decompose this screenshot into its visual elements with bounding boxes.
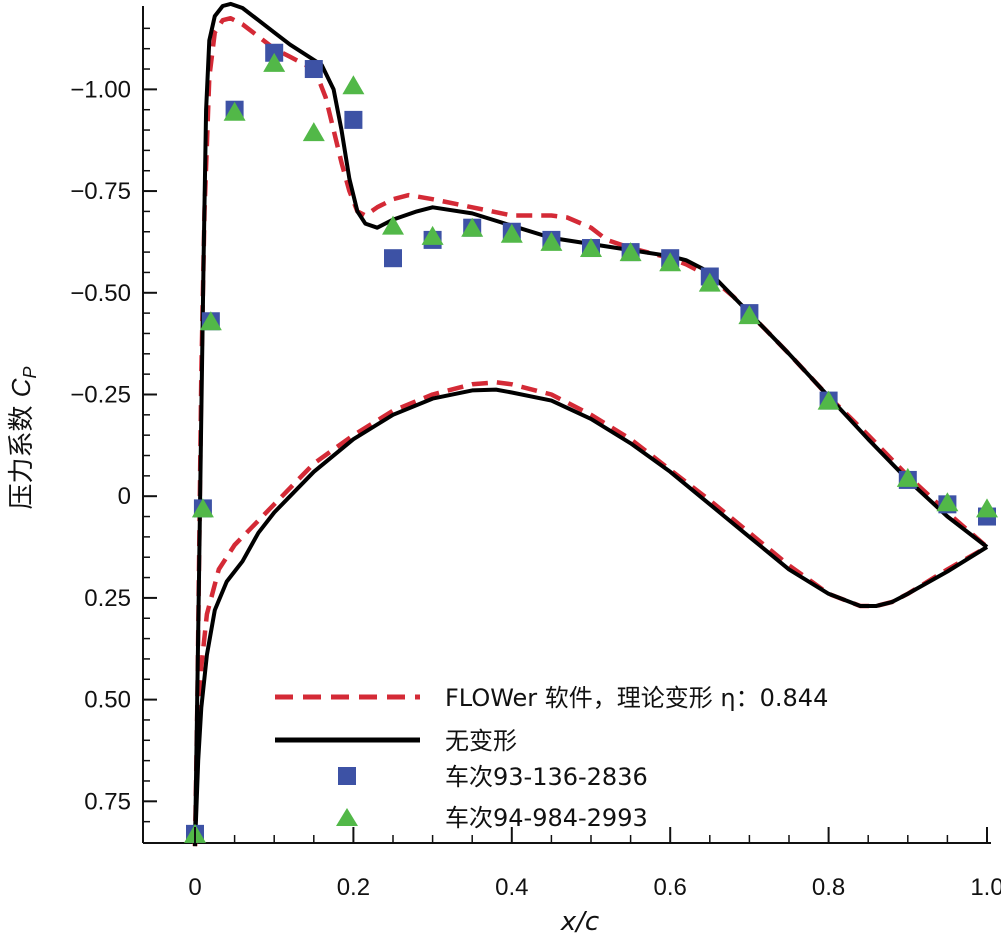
point-run-94: [500, 223, 523, 243]
legend-swatch-run-94: [336, 808, 358, 826]
point-run-94: [817, 390, 840, 410]
point-run-94: [382, 215, 404, 235]
series-flower-upper-line: [192, 15, 989, 847]
point-run-94: [619, 242, 642, 262]
legend-swatch-run-93: [338, 767, 356, 785]
plot-markers: [184, 43, 998, 843]
point-run-94: [976, 498, 998, 518]
point-run-94: [659, 252, 682, 272]
point-run-94: [896, 467, 919, 487]
point-run-94: [199, 311, 222, 331]
point-run-93: [265, 43, 284, 62]
point-run-94: [223, 101, 246, 121]
legend-label-no-deformation: 无变形: [445, 727, 517, 755]
point-run-94: [461, 217, 484, 237]
y-tick-label: 0: [118, 483, 131, 510]
x-tick-label: 0.6: [654, 874, 687, 901]
x-axis-title: x/c: [560, 907, 599, 936]
point-run-93: [384, 249, 402, 268]
ticks: −1.00 −0.75 −0.50 −0.25 0 0.25 0.50 0.75 0 0.2 0.4…: [70, 27, 1001, 901]
point-run-94: [698, 272, 721, 292]
x-tick-label: 0.2: [337, 874, 370, 901]
point-run-94: [580, 238, 602, 258]
series-no-deformation-lower-line: [193, 387, 989, 847]
plot-lines: [192, 1, 989, 847]
point-run-94: [540, 231, 563, 251]
y-axis-title-main: 压力系数: [7, 397, 37, 509]
y-axis-title-symbol: C: [6, 378, 36, 397]
point-run-94: [342, 75, 365, 95]
point-run-93: [304, 60, 323, 79]
x-tick-label: 1.0: [970, 874, 1001, 901]
legend-label-run-94: 车次94-984-2993: [445, 804, 648, 832]
point-run-94: [302, 122, 325, 142]
y-tick-label: −0.50: [70, 280, 131, 307]
y-tick-label: −1.00: [70, 76, 131, 103]
point-run-94: [191, 498, 214, 518]
y-axis-title-subscript: P: [20, 366, 40, 378]
legend: FLOWer 软件，理论变形 η：0.844 无变形 车次93-136-2836…: [275, 684, 828, 832]
point-run-94: [421, 225, 444, 245]
y-tick-label: 0.75: [84, 788, 131, 815]
x-tick-label: 0.4: [495, 874, 528, 901]
point-run-93: [344, 110, 363, 129]
point-run-94: [936, 492, 959, 512]
y-axis-title: 压力系数 CP: [6, 366, 40, 509]
x-tick-label: 0.8: [812, 874, 845, 901]
point-run-94: [263, 52, 286, 72]
y-tick-label: −0.25: [70, 381, 131, 408]
series-no-deformation-upper-line: [193, 1, 989, 847]
axes: [142, 6, 991, 844]
legend-label-run-93: 车次93-136-2836: [445, 763, 648, 791]
y-tick-label: −0.75: [70, 178, 131, 205]
y-tick-label: 0.50: [84, 687, 131, 714]
x-tick-label: 0: [188, 874, 201, 901]
point-run-94: [738, 305, 761, 325]
legend-label-flower: FLOWer 软件，理论变形 η：0.844: [445, 684, 828, 712]
y-tick-label: 0.25: [84, 585, 131, 612]
